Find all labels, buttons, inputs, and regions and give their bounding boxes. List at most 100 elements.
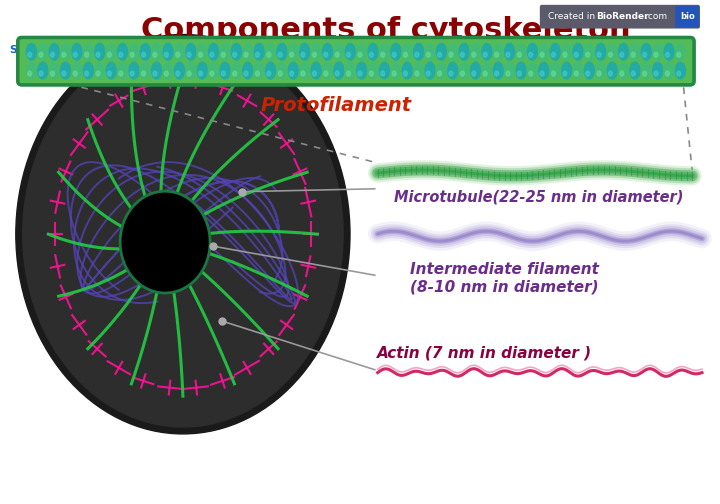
Ellipse shape <box>391 62 401 79</box>
Ellipse shape <box>85 71 89 76</box>
Ellipse shape <box>540 52 544 57</box>
Ellipse shape <box>37 43 48 60</box>
Ellipse shape <box>210 52 214 57</box>
Ellipse shape <box>152 43 162 60</box>
Ellipse shape <box>106 43 116 60</box>
Ellipse shape <box>448 43 458 60</box>
Ellipse shape <box>312 52 316 57</box>
Ellipse shape <box>254 62 264 79</box>
Ellipse shape <box>436 43 446 60</box>
Ellipse shape <box>495 52 498 57</box>
Ellipse shape <box>403 71 408 76</box>
Ellipse shape <box>675 43 685 60</box>
Ellipse shape <box>470 43 480 60</box>
Ellipse shape <box>142 71 145 76</box>
Ellipse shape <box>27 62 37 79</box>
Ellipse shape <box>608 52 613 57</box>
Ellipse shape <box>163 62 173 79</box>
Ellipse shape <box>117 43 127 60</box>
Ellipse shape <box>470 62 480 79</box>
Ellipse shape <box>129 43 139 60</box>
Ellipse shape <box>552 52 556 57</box>
Ellipse shape <box>345 43 355 60</box>
Ellipse shape <box>119 71 123 76</box>
Ellipse shape <box>186 43 196 60</box>
Text: Microtubule(22-25 nm in diameter): Microtubule(22-25 nm in diameter) <box>394 189 683 204</box>
Ellipse shape <box>654 71 658 76</box>
Ellipse shape <box>187 71 191 76</box>
Ellipse shape <box>493 43 503 60</box>
Text: BioRender: BioRender <box>596 12 649 21</box>
Ellipse shape <box>209 62 219 79</box>
Ellipse shape <box>220 43 230 60</box>
Ellipse shape <box>117 62 127 79</box>
Ellipse shape <box>50 52 55 57</box>
Ellipse shape <box>368 62 378 79</box>
Ellipse shape <box>49 62 59 79</box>
Text: Components of cytoskeleton: Components of cytoskeleton <box>141 16 631 45</box>
Ellipse shape <box>174 62 184 79</box>
Ellipse shape <box>585 52 590 57</box>
Ellipse shape <box>618 62 629 79</box>
Ellipse shape <box>516 62 526 79</box>
Ellipse shape <box>630 43 640 60</box>
Ellipse shape <box>130 52 134 57</box>
Ellipse shape <box>402 43 412 60</box>
Ellipse shape <box>539 43 549 60</box>
Ellipse shape <box>449 52 453 57</box>
Ellipse shape <box>96 71 100 76</box>
Ellipse shape <box>607 43 617 60</box>
Ellipse shape <box>301 71 305 76</box>
Ellipse shape <box>528 71 533 76</box>
Ellipse shape <box>482 62 492 79</box>
Ellipse shape <box>415 52 419 57</box>
Ellipse shape <box>459 62 469 79</box>
Ellipse shape <box>505 62 515 79</box>
Ellipse shape <box>642 43 652 60</box>
Ellipse shape <box>392 71 396 76</box>
Ellipse shape <box>369 71 373 76</box>
Ellipse shape <box>608 71 613 76</box>
Ellipse shape <box>289 52 294 57</box>
Ellipse shape <box>675 62 685 79</box>
Ellipse shape <box>506 52 510 57</box>
Ellipse shape <box>493 62 503 79</box>
Ellipse shape <box>16 34 350 434</box>
Ellipse shape <box>573 43 583 60</box>
Ellipse shape <box>506 71 510 76</box>
Ellipse shape <box>585 62 595 79</box>
Ellipse shape <box>221 71 225 76</box>
Ellipse shape <box>334 62 344 79</box>
Ellipse shape <box>266 43 276 60</box>
Ellipse shape <box>60 43 71 60</box>
Ellipse shape <box>630 62 640 79</box>
Ellipse shape <box>381 52 384 57</box>
Ellipse shape <box>356 43 366 60</box>
Ellipse shape <box>106 62 116 79</box>
Ellipse shape <box>459 43 469 60</box>
Ellipse shape <box>288 43 298 60</box>
Text: Science Vivid: Science Vivid <box>10 45 93 55</box>
Ellipse shape <box>152 62 162 79</box>
Ellipse shape <box>643 71 647 76</box>
Ellipse shape <box>176 71 180 76</box>
Ellipse shape <box>39 71 43 76</box>
Ellipse shape <box>197 62 207 79</box>
Ellipse shape <box>49 43 59 60</box>
Ellipse shape <box>664 43 674 60</box>
Ellipse shape <box>85 52 89 57</box>
Ellipse shape <box>27 52 32 57</box>
Text: Created in: Created in <box>548 12 598 21</box>
Ellipse shape <box>243 62 253 79</box>
Ellipse shape <box>426 52 431 57</box>
Ellipse shape <box>415 71 419 76</box>
Ellipse shape <box>665 52 670 57</box>
Ellipse shape <box>256 52 259 57</box>
Ellipse shape <box>199 52 202 57</box>
Ellipse shape <box>563 52 567 57</box>
Ellipse shape <box>631 71 635 76</box>
Ellipse shape <box>199 71 202 76</box>
Ellipse shape <box>220 62 230 79</box>
Ellipse shape <box>244 71 248 76</box>
Ellipse shape <box>575 52 578 57</box>
